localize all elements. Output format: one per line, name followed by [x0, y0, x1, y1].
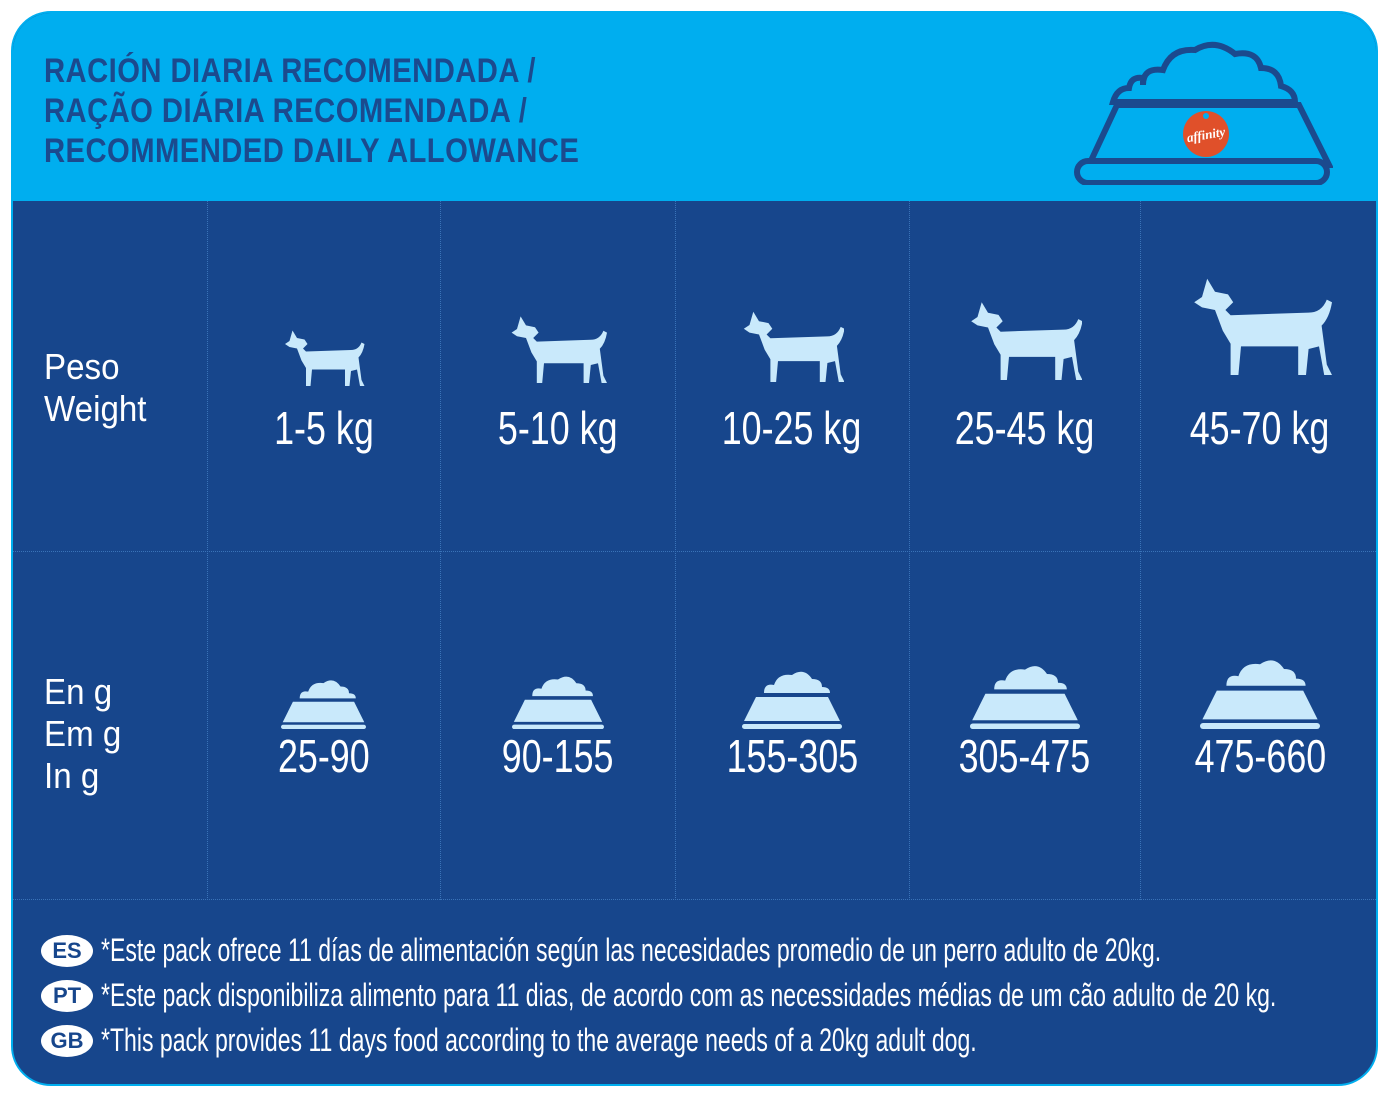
weight-cell: 5-10 kg [440, 311, 675, 455]
grams-value: 155-305 [726, 730, 858, 782]
grams-cell: 155-305 [675, 669, 909, 783]
lang-badge: ES [41, 934, 93, 967]
note-text: *This pack provides 11 days food accordi… [101, 1022, 977, 1058]
food-bowl-icon [1200, 660, 1320, 729]
food-bowl-icon [742, 671, 842, 729]
weight-cell: 1-5 kg [207, 326, 440, 455]
note-text: *Este pack ofrece 11 días de alimentació… [101, 932, 1162, 968]
title: RACIÓN DIARIA RECOMENDADA / RAÇÃO DIÁRIA… [44, 51, 579, 171]
weight-value: 10-25 kg [722, 402, 862, 454]
grams-cell: 305-475 [909, 663, 1140, 783]
food-bowl-icon [969, 666, 1080, 729]
allowance-table: Peso Weight En g Em g In g 1-5 kg 25-90 5-… [13, 201, 1376, 900]
grams-cell: 90-155 [440, 674, 675, 783]
grams-value: 475-660 [1194, 730, 1326, 782]
dog-silhouette-icon [743, 311, 845, 382]
title-line-es: RACIÓN DIARIA RECOMENDADA / [44, 52, 536, 90]
lang-badge: GB [41, 1024, 93, 1057]
weight-value: 5-10 kg [497, 402, 618, 454]
grams-cell: 475-660 [1140, 657, 1376, 783]
dog-silhouette-icon [285, 330, 365, 386]
weight-value: 25-45 kg [954, 402, 1095, 454]
title-line-pt: RAÇÃO DIÁRIA RECOMENDADA / [44, 92, 528, 130]
grams-row-label: En g Em g In g [44, 671, 121, 797]
dog-silhouette-icon [970, 302, 1083, 380]
feeding-guide-card: RACIÓN DIARIA RECOMENDADA / RAÇÃO DIÁRIA… [11, 11, 1378, 1086]
grams-value: 25-90 [277, 730, 370, 782]
title-line-en: RECOMMENDED DAILY ALLOWANCE [44, 132, 580, 170]
food-bowl-icon [281, 680, 366, 729]
dog-silhouette-icon [1193, 278, 1332, 375]
lang-badge: PT [41, 979, 93, 1012]
note-pt: PT *Este pack disponibiliza alimento para… [41, 973, 1376, 1018]
grams-value: 305-475 [958, 730, 1091, 782]
note-es: ES *Este pack ofrece 11 días de alimentac… [41, 928, 1376, 973]
label-es: En g [44, 671, 113, 712]
weight-cell: 10-25 kg [675, 306, 909, 455]
food-bowl-icon [511, 676, 604, 729]
svg-text:affinity: affinity [1186, 124, 1227, 146]
note-gb: GB *This pack provides 11 days food accor… [41, 1018, 1376, 1063]
dog-silhouette-icon [511, 316, 607, 383]
weight-value: 45-70 kg [1190, 402, 1330, 454]
grams-value: 90-155 [501, 729, 614, 782]
weight-row-label: Peso Weight [44, 346, 146, 430]
weight-value: 1-5 kg [273, 402, 374, 454]
weight-cell: 45-70 kg [1140, 271, 1376, 455]
weight-cell: 25-45 kg [909, 296, 1140, 455]
footnotes: ES *Este pack ofrece 11 días de alimentac… [41, 928, 1376, 1063]
grams-cell: 25-90 [207, 678, 440, 783]
label-pt: Em g [44, 713, 122, 754]
label-en: Weight [44, 388, 147, 429]
label-es-pt: Peso [44, 346, 120, 387]
label-en: In g [44, 755, 100, 796]
note-text: *Este pack disponibiliza alimento para 1… [101, 977, 1277, 1013]
header: RACIÓN DIARIA RECOMENDADA / RAÇÃO DIÁRIA… [13, 13, 1376, 201]
food-bowl-logo-icon: affinity [1074, 41, 1333, 185]
